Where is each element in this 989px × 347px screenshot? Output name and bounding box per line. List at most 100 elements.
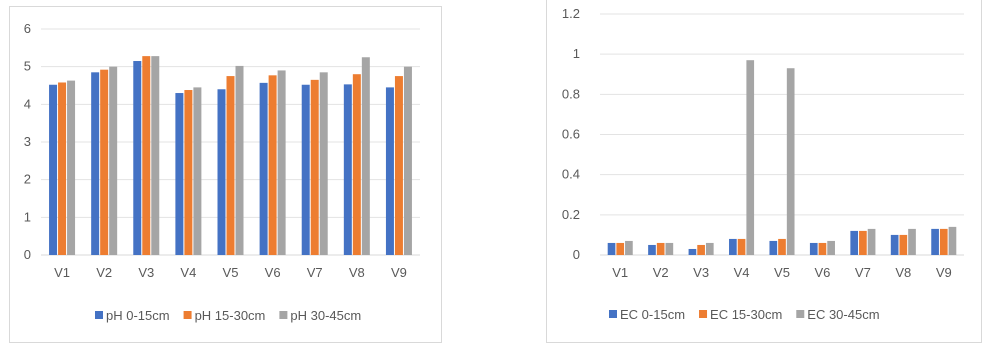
ph-bar-v1-series-1 [49, 84, 58, 255]
ec-y-tick-label: 0.8 [562, 86, 580, 101]
ph-x-tick-label: V9 [391, 265, 407, 280]
ph-y-tick-label: 0 [24, 247, 31, 262]
ec-bar-v4-series-2 [737, 238, 746, 255]
ph-bar-v5-series-3 [235, 65, 244, 255]
ph-y-tick-label: 5 [24, 59, 31, 74]
ec-x-tick-label: V6 [814, 265, 830, 280]
ph-y-tick-label: 2 [24, 172, 31, 187]
ec-bar-v5-series-1 [769, 240, 778, 255]
ec-bar-v5-series-2 [778, 238, 786, 255]
ec-bar-v3-series-1 [688, 248, 697, 255]
ec-bar-v1-series-3 [625, 240, 633, 255]
ph-bar-v4-series-3 [193, 87, 202, 255]
ec-legend-label: EC 30-45cm [807, 307, 879, 322]
ec-bar-v3-series-3 [705, 242, 714, 255]
ph-bar-v4-series-1 [175, 93, 184, 256]
ec-y-tick-label: 1 [573, 46, 580, 61]
ph-x-tick-label: V8 [349, 265, 365, 280]
ph-x-tick-label: V1 [54, 265, 70, 280]
ph-legend-swatch [183, 311, 192, 319]
ph-legend-label: pH 0-15cm [106, 308, 170, 323]
ec-legend-label: EC 15-30cm [710, 307, 782, 322]
ec-y-tick-label: 0.4 [562, 167, 580, 182]
ph-bar-v2-series-2 [100, 69, 109, 256]
ec-bar-v6-series-1 [809, 242, 818, 255]
ec-bar-v4-series-1 [729, 238, 737, 255]
ec-y-tick-label: 0 [573, 247, 580, 262]
ec-bar-v9-series-2 [939, 228, 948, 255]
ph-bar-v5-series-1 [217, 89, 226, 256]
ph-bar-v1-series-2 [58, 82, 67, 255]
ph-bar-v8-series-1 [343, 84, 352, 256]
ph-bar-v7-series-2 [310, 79, 319, 255]
ph-y-tick-label: 4 [24, 96, 31, 111]
ec-bar-v2-series-3 [665, 242, 674, 255]
ph-legend-label: pH 30-45cm [290, 308, 361, 323]
ec-bar-v7-series-1 [850, 230, 859, 255]
ph-bar-v2-series-1 [91, 72, 100, 255]
ph-y-tick-label: 3 [24, 134, 31, 149]
ph-bar-v3-series-3 [151, 56, 160, 256]
ec-bar-v1-series-2 [616, 242, 625, 255]
ph-x-tick-label: V4 [180, 265, 196, 280]
ph-bar-v6-series-3 [277, 70, 286, 255]
ec-bar-v6-series-2 [818, 242, 827, 255]
ph-x-tick-label: V3 [138, 265, 154, 280]
ec-x-tick-label: V9 [936, 265, 952, 280]
ec-x-tick-label: V5 [774, 265, 790, 280]
ec-legend-swatch [796, 310, 805, 318]
ph-bar-v8-series-2 [352, 74, 361, 255]
ec-x-tick-label: V2 [653, 265, 669, 280]
ec-bar-v1-series-1 [607, 242, 616, 255]
ph-bar-v4-series-2 [184, 90, 193, 256]
ph-bar-v9-series-2 [394, 76, 403, 255]
ph-y-tick-label: 1 [24, 209, 31, 224]
ec-x-tick-label: V4 [734, 265, 750, 280]
ph-legend-swatch [95, 311, 103, 319]
ec-x-tick-label: V1 [612, 265, 628, 280]
ec-bar-v2-series-2 [656, 242, 665, 255]
ec-bar-v9-series-3 [948, 226, 957, 255]
ec-bar-v8-series-2 [899, 234, 908, 255]
ph-x-tick-label: V6 [265, 265, 281, 280]
ph-x-tick-label: V5 [223, 265, 239, 280]
ec-x-tick-label: V8 [895, 265, 911, 280]
ec-y-tick-label: 0.2 [562, 207, 580, 222]
ph-bar-v7-series-3 [319, 72, 328, 255]
ph-bar-v5-series-2 [226, 76, 235, 255]
ph-bar-v2-series-3 [109, 66, 118, 256]
ec-bar-v6-series-3 [827, 240, 835, 255]
ec-bar-v8-series-3 [908, 228, 916, 255]
ph-bar-v9-series-3 [403, 66, 412, 256]
ph-x-tick-label: V7 [307, 265, 323, 280]
ec-x-tick-label: V7 [855, 265, 871, 280]
ph-legend-swatch [279, 311, 288, 319]
ec-legend-swatch [699, 310, 708, 318]
ec-y-tick-label: 1.2 [562, 6, 580, 21]
ph-y-tick-label: 6 [24, 21, 31, 36]
ec-bar-v8-series-1 [890, 234, 899, 255]
ec-bar-v5-series-3 [786, 68, 795, 255]
ec-bar-v3-series-2 [697, 244, 705, 255]
ec-legend-label: EC 0-15cm [620, 307, 685, 322]
ph-bar-v1-series-3 [67, 80, 76, 255]
ph-bar-v9-series-1 [385, 87, 394, 255]
ph-x-tick-label: V2 [96, 265, 112, 280]
ph-legend-label: pH 15-30cm [195, 308, 266, 323]
ec-bar-v9-series-1 [931, 228, 939, 255]
ec-bar-v7-series-2 [859, 230, 867, 255]
ec-bar-v7-series-3 [867, 228, 876, 255]
ph-bar-v8-series-3 [361, 57, 370, 255]
ph-bar-v6-series-2 [268, 75, 277, 255]
ec-legend-swatch [609, 310, 617, 318]
ec-y-tick-label: 0.6 [562, 127, 580, 142]
ph-bar-v3-series-2 [142, 56, 151, 256]
ec-bar-v4-series-3 [746, 60, 755, 255]
ph-bar-v7-series-1 [301, 84, 310, 255]
ph-bar-v3-series-1 [133, 61, 142, 256]
ec-chart-frame [546, 0, 982, 343]
ph-bar-v6-series-1 [259, 82, 268, 255]
ec-bar-v2-series-1 [648, 244, 656, 255]
